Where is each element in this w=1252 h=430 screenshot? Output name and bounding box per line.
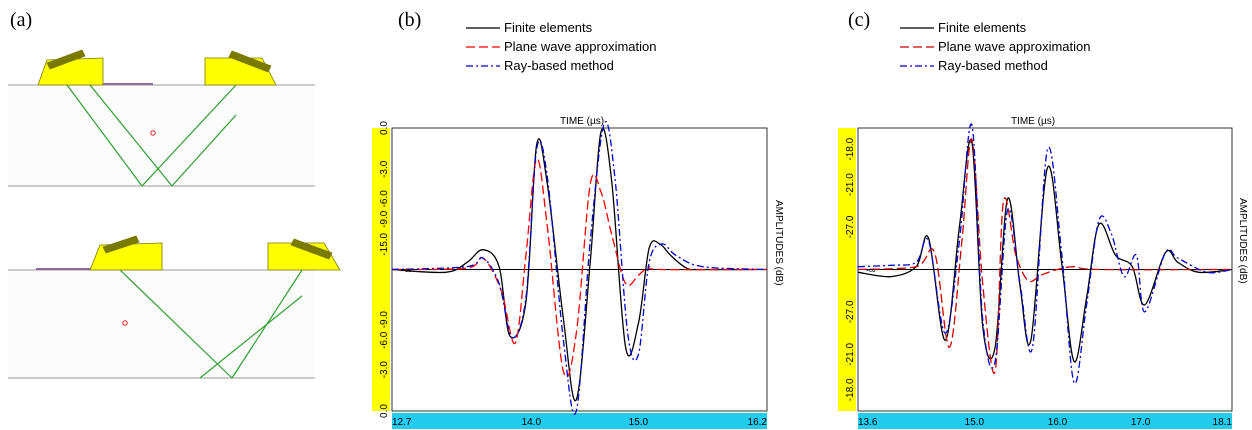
legend-label-c-1: Plane wave approximation [938,39,1090,54]
legend-label-c-2: Ray-based method [938,58,1048,73]
series-line-b-2 [391,121,768,415]
x-tick-label-b-1: 14.0 [522,417,542,428]
chart-panel-b: (b) Finite elements Plane wave approximat… [372,9,784,429]
y-tick-label-b-8: 0.0 [379,404,390,418]
transducer-wedge-left-bottom [89,242,163,271]
config-bottom [8,235,341,379]
y-tick-label-c-4: -21.0 [845,343,856,366]
legend-label-b-2: Ray-based method [504,58,614,73]
transducer-wedge-right-top [204,57,277,86]
panel-a: (a) [8,9,341,379]
y-tick-label-b-5: -9.0 [379,311,390,329]
panel-a-label: (a) [10,9,32,31]
series-lines-c [857,123,1233,385]
config-top [8,49,315,187]
transducer-element-left-top [46,49,86,70]
y-tick-label-c-1: -21.0 [845,173,856,196]
ray-path-1 [66,84,143,187]
x-axis-strip-c [858,413,1232,429]
x-tick-label-b-2: 15.0 [629,417,649,428]
chart-b-ylabel: AMPLITUDES (dB) [773,200,784,286]
legend-b: Finite elements Plane wave approximation R… [466,20,656,73]
legend-label-c-0: Finite elements [938,20,1027,35]
x-tick-label-c-3: 17.0 [1131,417,1151,428]
ray-path-3 [89,84,173,187]
series-lines-b [391,121,768,415]
legend-label-b-0: Finite elements [504,20,593,35]
x-tick-labels-b: 12.7 14.0 15.0 16.2 [392,417,767,428]
panel-b-label: (b) [398,9,421,31]
x-axis-strip-b [392,413,767,429]
transducer-wedge-left-top [37,57,104,86]
y-tick-label-b-0: 0.0 [379,121,390,135]
legend-label-b-1: Plane wave approximation [504,39,656,54]
y-tick-label-c-5: -18.0 [845,378,856,401]
y-tick-label-b-1: -3.0 [379,160,390,178]
y-tick-label-b-4: -15.0 [379,232,390,255]
y-tick-label-b-3: -9.0 [379,210,390,228]
ray-path-5 [119,269,233,379]
x-tick-label-c-2: 16.0 [1048,417,1068,428]
x-tick-label-c-0: 13.6 [858,417,878,428]
chart-c-ylabel: AMPLITUDES (dB) [1237,198,1248,284]
y-tick-labels-c: -18.0 -21.0 -27.0 -27.0 -21.0 -18.0 [845,137,856,401]
series-line-c-1 [857,138,1233,374]
x-tick-label-b-0: 12.7 [392,417,412,428]
chart-panel-c: (c) Finite elements Plane wave approximat… [838,9,1248,429]
defect-marker-top [150,130,156,136]
baseline-label-b: -∞ [402,265,411,275]
y-tick-label-c-2: -27.0 [845,215,856,238]
transducer-element-left-bottom [102,235,140,254]
specimen-block-top [8,86,315,186]
x-tick-label-c-1: 15.0 [965,417,985,428]
y-tick-label-b-2: -6.0 [379,190,390,208]
ray-path-7 [199,295,303,379]
ray-path-4 [171,114,237,187]
x-tick-labels-c: 13.6 15.0 16.0 17.0 18.1 [858,417,1232,428]
y-tick-label-b-6: -6.0 [379,331,390,349]
baseline-label-c: -∞ [866,265,875,275]
transducer-element-right-bottom [290,238,333,260]
y-tick-label-c-3: -27.0 [845,300,856,323]
series-line-c-0 [857,139,1233,363]
defect-marker-bottom [122,320,128,326]
y-axis-strip-b [372,128,390,411]
y-tick-label-b-7: -3.0 [379,361,390,379]
y-tick-label-c-0: -18.0 [845,137,856,160]
chart-c-title: TIME (µs) [1011,116,1055,127]
panel-c-label: (c) [848,9,870,31]
legend-c: Finite elements Plane wave approximation R… [900,20,1090,73]
y-axis-strip-c [838,128,856,411]
x-tick-label-b-3: 16.2 [748,417,768,428]
series-line-c-2 [857,123,1233,385]
chart-b-title: TIME (µs) [560,116,604,127]
x-tick-label-c-4: 18.1 [1213,417,1233,428]
specimen-block-bottom [8,271,315,378]
y-tick-labels-b: 0.0 -3.0 -6.0 -9.0 -15.0 -9.0 -6.0 -3.0 0.0 [379,121,390,418]
transducer-element-right-top [228,50,272,73]
